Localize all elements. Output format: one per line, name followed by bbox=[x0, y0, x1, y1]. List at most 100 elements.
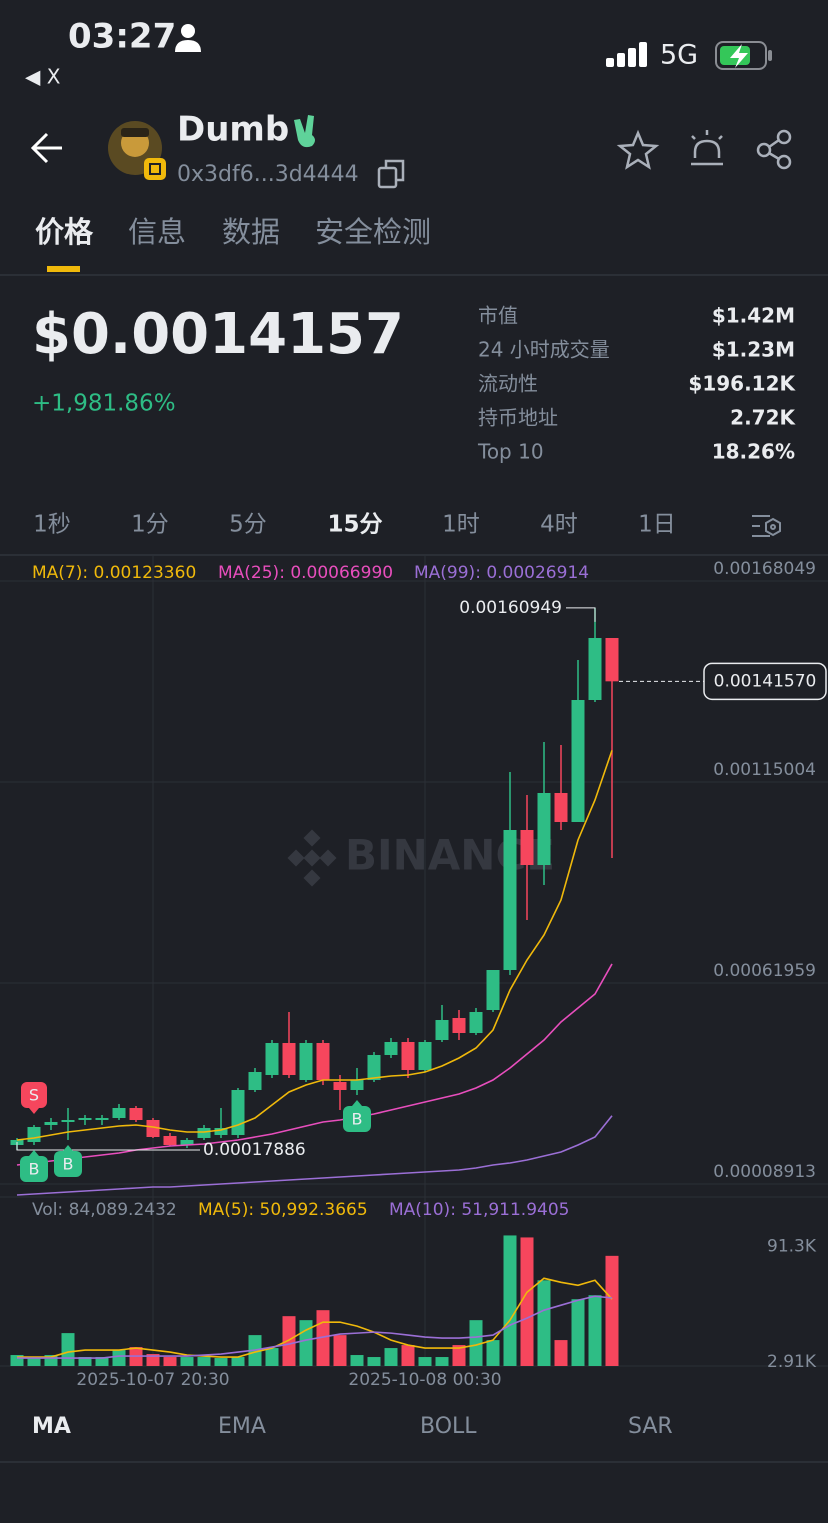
candle-body bbox=[333, 1081, 347, 1090]
contract-address: 0x3df6...3d4444 bbox=[177, 162, 359, 187]
candle-body bbox=[571, 699, 585, 822]
candle-body bbox=[418, 1041, 432, 1070]
indicator-tab[interactable]: BOLL bbox=[420, 1414, 477, 1439]
tab[interactable]: 价格 bbox=[35, 215, 94, 249]
candle-body bbox=[265, 1042, 279, 1075]
token-name: Dumb bbox=[177, 110, 289, 150]
candle-body bbox=[95, 1118, 109, 1120]
candle-body bbox=[435, 1019, 449, 1040]
volume-bar bbox=[384, 1348, 398, 1366]
price-change: +1,981.86% bbox=[32, 391, 176, 417]
network: 5G bbox=[660, 40, 698, 71]
stat-value: $196.12K bbox=[688, 372, 796, 396]
volume-bar bbox=[435, 1357, 449, 1366]
legend-entry: MA(7): 0.00123360 bbox=[32, 563, 196, 583]
volume-bar bbox=[350, 1355, 364, 1366]
buy-marker-label: B bbox=[352, 1110, 363, 1129]
y-tick-label: 0.00061959 bbox=[713, 961, 816, 981]
sell-marker bbox=[21, 1081, 47, 1108]
candle-body bbox=[452, 1018, 466, 1033]
volume-bar bbox=[214, 1358, 228, 1366]
battery-icon bbox=[715, 41, 772, 70]
buy-marker bbox=[352, 1100, 362, 1106]
volume-bar bbox=[27, 1357, 41, 1366]
interval[interactable]: 1秒 bbox=[33, 512, 71, 538]
y-tick-label: 0.00168049 bbox=[713, 559, 816, 579]
share-icon[interactable] bbox=[756, 129, 792, 170]
interval[interactable]: 1时 bbox=[442, 512, 480, 538]
interval[interactable]: 5分 bbox=[229, 512, 267, 538]
volume-bar bbox=[265, 1348, 279, 1366]
tab[interactable]: 信息 bbox=[128, 215, 186, 249]
alert-icon[interactable] bbox=[691, 130, 723, 166]
volume-bar bbox=[503, 1235, 517, 1366]
stat-label: Top 10 bbox=[477, 440, 544, 464]
copy-icon[interactable] bbox=[377, 159, 405, 189]
indicator-tab[interactable]: MA bbox=[32, 1414, 71, 1439]
high-label: 0.00160949 bbox=[459, 598, 562, 618]
low-label: 0.00017886 bbox=[203, 1140, 306, 1160]
back-arrow[interactable] bbox=[30, 132, 62, 164]
indicator-tab[interactable]: EMA bbox=[218, 1414, 266, 1439]
volume-bar bbox=[588, 1295, 602, 1366]
volume-bar bbox=[537, 1280, 551, 1366]
candle-body bbox=[554, 793, 568, 822]
watermark-logo bbox=[287, 849, 305, 867]
token-avatar bbox=[108, 121, 166, 180]
stat-label: 市值 bbox=[478, 304, 518, 328]
volume-bar bbox=[163, 1357, 177, 1366]
watermark-logo bbox=[319, 849, 337, 867]
candle-body bbox=[61, 1119, 75, 1122]
volume-bar bbox=[299, 1320, 313, 1366]
settings-icon[interactable] bbox=[752, 515, 781, 537]
volume-bar bbox=[401, 1345, 415, 1366]
candle-body bbox=[180, 1139, 194, 1145]
stat-label: 持币地址 bbox=[478, 406, 558, 430]
volume-bar bbox=[554, 1340, 568, 1366]
volume-bar bbox=[282, 1316, 296, 1366]
volume-bar bbox=[418, 1357, 432, 1366]
buy-marker-label: B bbox=[29, 1159, 40, 1178]
tab-indicator bbox=[47, 266, 80, 272]
candle-body bbox=[367, 1055, 381, 1080]
sell-marker-label: S bbox=[29, 1085, 39, 1104]
candle-body bbox=[384, 1041, 398, 1056]
candle-body bbox=[486, 969, 500, 1010]
volume-legend-entry: MA(5): 50,992.3665 bbox=[198, 1200, 368, 1220]
interval[interactable]: 4时 bbox=[540, 512, 578, 538]
candle-body bbox=[231, 1089, 245, 1135]
current-price-label: 0.00141570 bbox=[714, 671, 817, 691]
clock: 03:27 bbox=[68, 17, 176, 57]
x-tick-label: 2025-10-07 20:30 bbox=[76, 1370, 229, 1390]
sell-marker bbox=[29, 1107, 39, 1114]
buy-marker bbox=[29, 1149, 39, 1156]
volume-legend: Vol: 84,089.2432 bbox=[32, 1200, 177, 1220]
y-tick-label: 0.00008913 bbox=[713, 1162, 816, 1182]
watermark: BINANCE bbox=[345, 831, 555, 880]
stat-label: 流动性 bbox=[478, 372, 538, 396]
candle-body bbox=[129, 1108, 143, 1120]
watermark-logo bbox=[303, 829, 321, 847]
volume-tick-label: 2.91K bbox=[767, 1352, 817, 1372]
tab[interactable]: 安全检测 bbox=[315, 215, 431, 249]
volume-bar bbox=[333, 1335, 347, 1366]
volume-bar bbox=[197, 1357, 211, 1366]
candle-body bbox=[605, 638, 619, 682]
person-icon bbox=[175, 24, 201, 52]
interval[interactable]: 1日 bbox=[638, 512, 676, 538]
back-to-app[interactable]: ◀ X bbox=[25, 65, 61, 89]
interval[interactable]: 1分 bbox=[131, 512, 169, 538]
legend-entry: MA(25): 0.00066990 bbox=[218, 563, 393, 583]
candle-body bbox=[520, 829, 534, 866]
tab[interactable]: 数据 bbox=[222, 215, 280, 249]
volume-bar bbox=[486, 1340, 500, 1366]
favorite-star[interactable] bbox=[616, 129, 660, 170]
candle-body bbox=[503, 829, 517, 970]
indicator-tab[interactable]: SAR bbox=[628, 1414, 673, 1439]
candle-body bbox=[112, 1108, 126, 1119]
candle-body bbox=[350, 1079, 364, 1090]
interval[interactable]: 15分 bbox=[327, 512, 382, 538]
candle-body bbox=[316, 1042, 330, 1080]
